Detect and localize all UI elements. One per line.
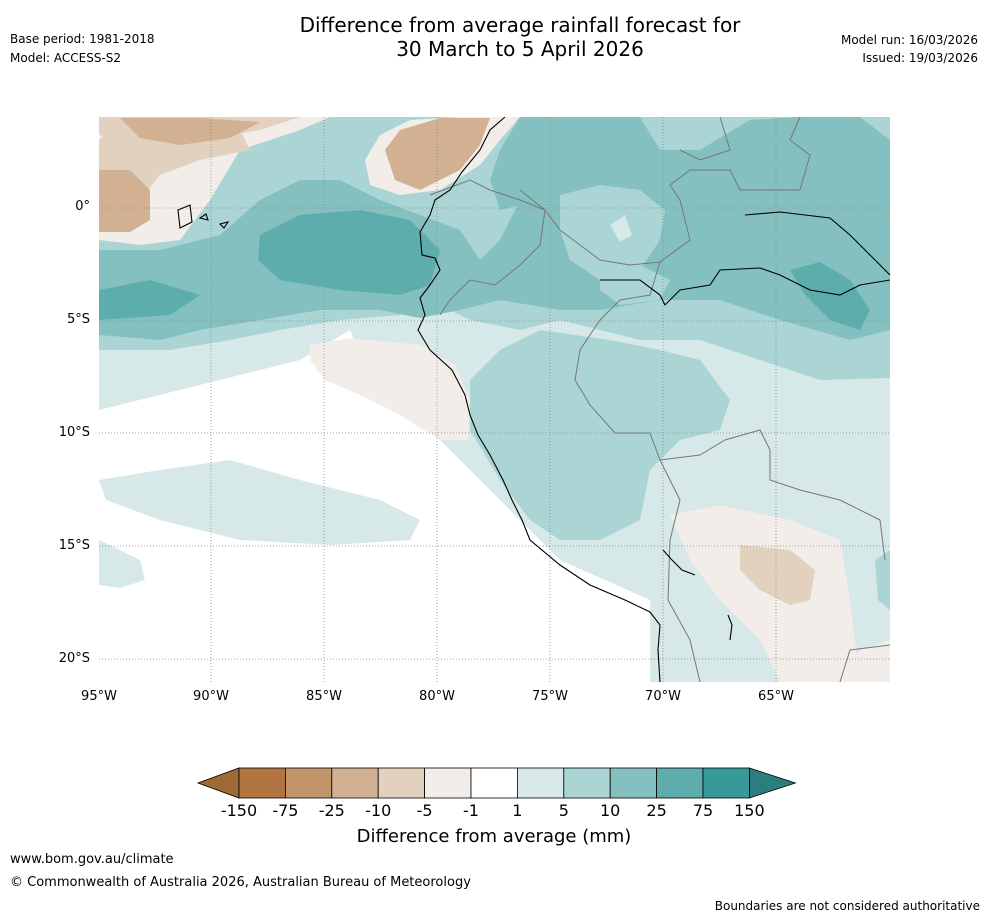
chart-title: Difference from average rainfall forecas… xyxy=(0,13,988,61)
colorbar-swatch xyxy=(609,767,658,799)
colorbar-tick-label: -10 xyxy=(365,801,392,820)
colorbar-swatch xyxy=(656,767,704,799)
lon-label-65w: 65°W xyxy=(758,689,794,704)
title-line-2: 30 March to 5 April 2026 xyxy=(396,37,644,61)
lat-label-15s: 15°S xyxy=(58,538,90,553)
coastline xyxy=(177,116,891,683)
colorbar-arrow-high xyxy=(749,767,797,799)
lat-label-0: 0° xyxy=(75,199,90,214)
colorbar-tick-label: 25 xyxy=(646,801,667,820)
colorbar-tick-label: 1 xyxy=(512,801,523,820)
colorbar-swatches xyxy=(196,767,797,799)
colorbar-tick-label: 10 xyxy=(600,801,621,820)
colorbar-tick-label: -25 xyxy=(318,801,345,820)
model-run: Model run: 16/03/2026 xyxy=(840,33,978,47)
base-period: Base period: 1981-2018 xyxy=(10,32,155,46)
colorbar-tick-label: 150 xyxy=(734,801,765,820)
lat-label-20s: 20°S xyxy=(58,651,90,666)
issued-date: Issued: 19/03/2026 xyxy=(862,51,978,65)
colorbar-arrow-low xyxy=(196,767,240,799)
colorbar-swatch xyxy=(238,767,286,799)
colorbar-tick-label: 5 xyxy=(558,801,569,820)
colorbar-swatch xyxy=(284,767,333,799)
colorbar-tick-label: -150 xyxy=(220,801,258,820)
colorbar-swatch xyxy=(377,767,426,799)
colorbar-tick-label: -5 xyxy=(416,801,433,820)
colorbar-swatch xyxy=(563,767,611,799)
bom-url[interactable]: www.bom.gov.au/climate xyxy=(10,852,174,867)
title-line-1: Difference from average rainfall forecas… xyxy=(299,13,741,37)
colorbar-tick-label: 75 xyxy=(692,801,714,820)
colorbar-tick-label: -75 xyxy=(272,801,299,820)
lat-label-10s: 10°S xyxy=(58,425,90,440)
lat-label-5s: 5°S xyxy=(66,312,90,327)
colorbar-swatch xyxy=(424,767,472,799)
lon-label-80w: 80°W xyxy=(419,689,455,704)
lon-label-85w: 85°W xyxy=(306,689,342,704)
colorbar xyxy=(196,767,797,799)
boundaries-disclaimer: Boundaries are not considered authoritat… xyxy=(714,899,980,913)
lon-label-70w: 70°W xyxy=(645,689,681,704)
copyright-notice: © Commonwealth of Australia 2026, Austra… xyxy=(10,875,471,890)
model-name: Model: ACCESS-S2 xyxy=(10,51,122,65)
map-contours xyxy=(99,117,890,682)
lon-label-90w: 90°W xyxy=(193,689,229,704)
colorbar-swatch xyxy=(470,767,518,799)
colorbar-title: Difference from average (mm) xyxy=(356,826,632,847)
country-borders xyxy=(429,116,891,683)
lon-label-75w: 75°W xyxy=(532,689,568,704)
colorbar-tick-label: -1 xyxy=(463,801,479,820)
lon-label-95w: 95°W xyxy=(81,689,117,704)
colorbar-swatch xyxy=(331,767,379,799)
map-gridlines xyxy=(99,117,890,682)
colorbar-swatch xyxy=(517,767,565,799)
colorbar-swatch xyxy=(702,767,750,799)
